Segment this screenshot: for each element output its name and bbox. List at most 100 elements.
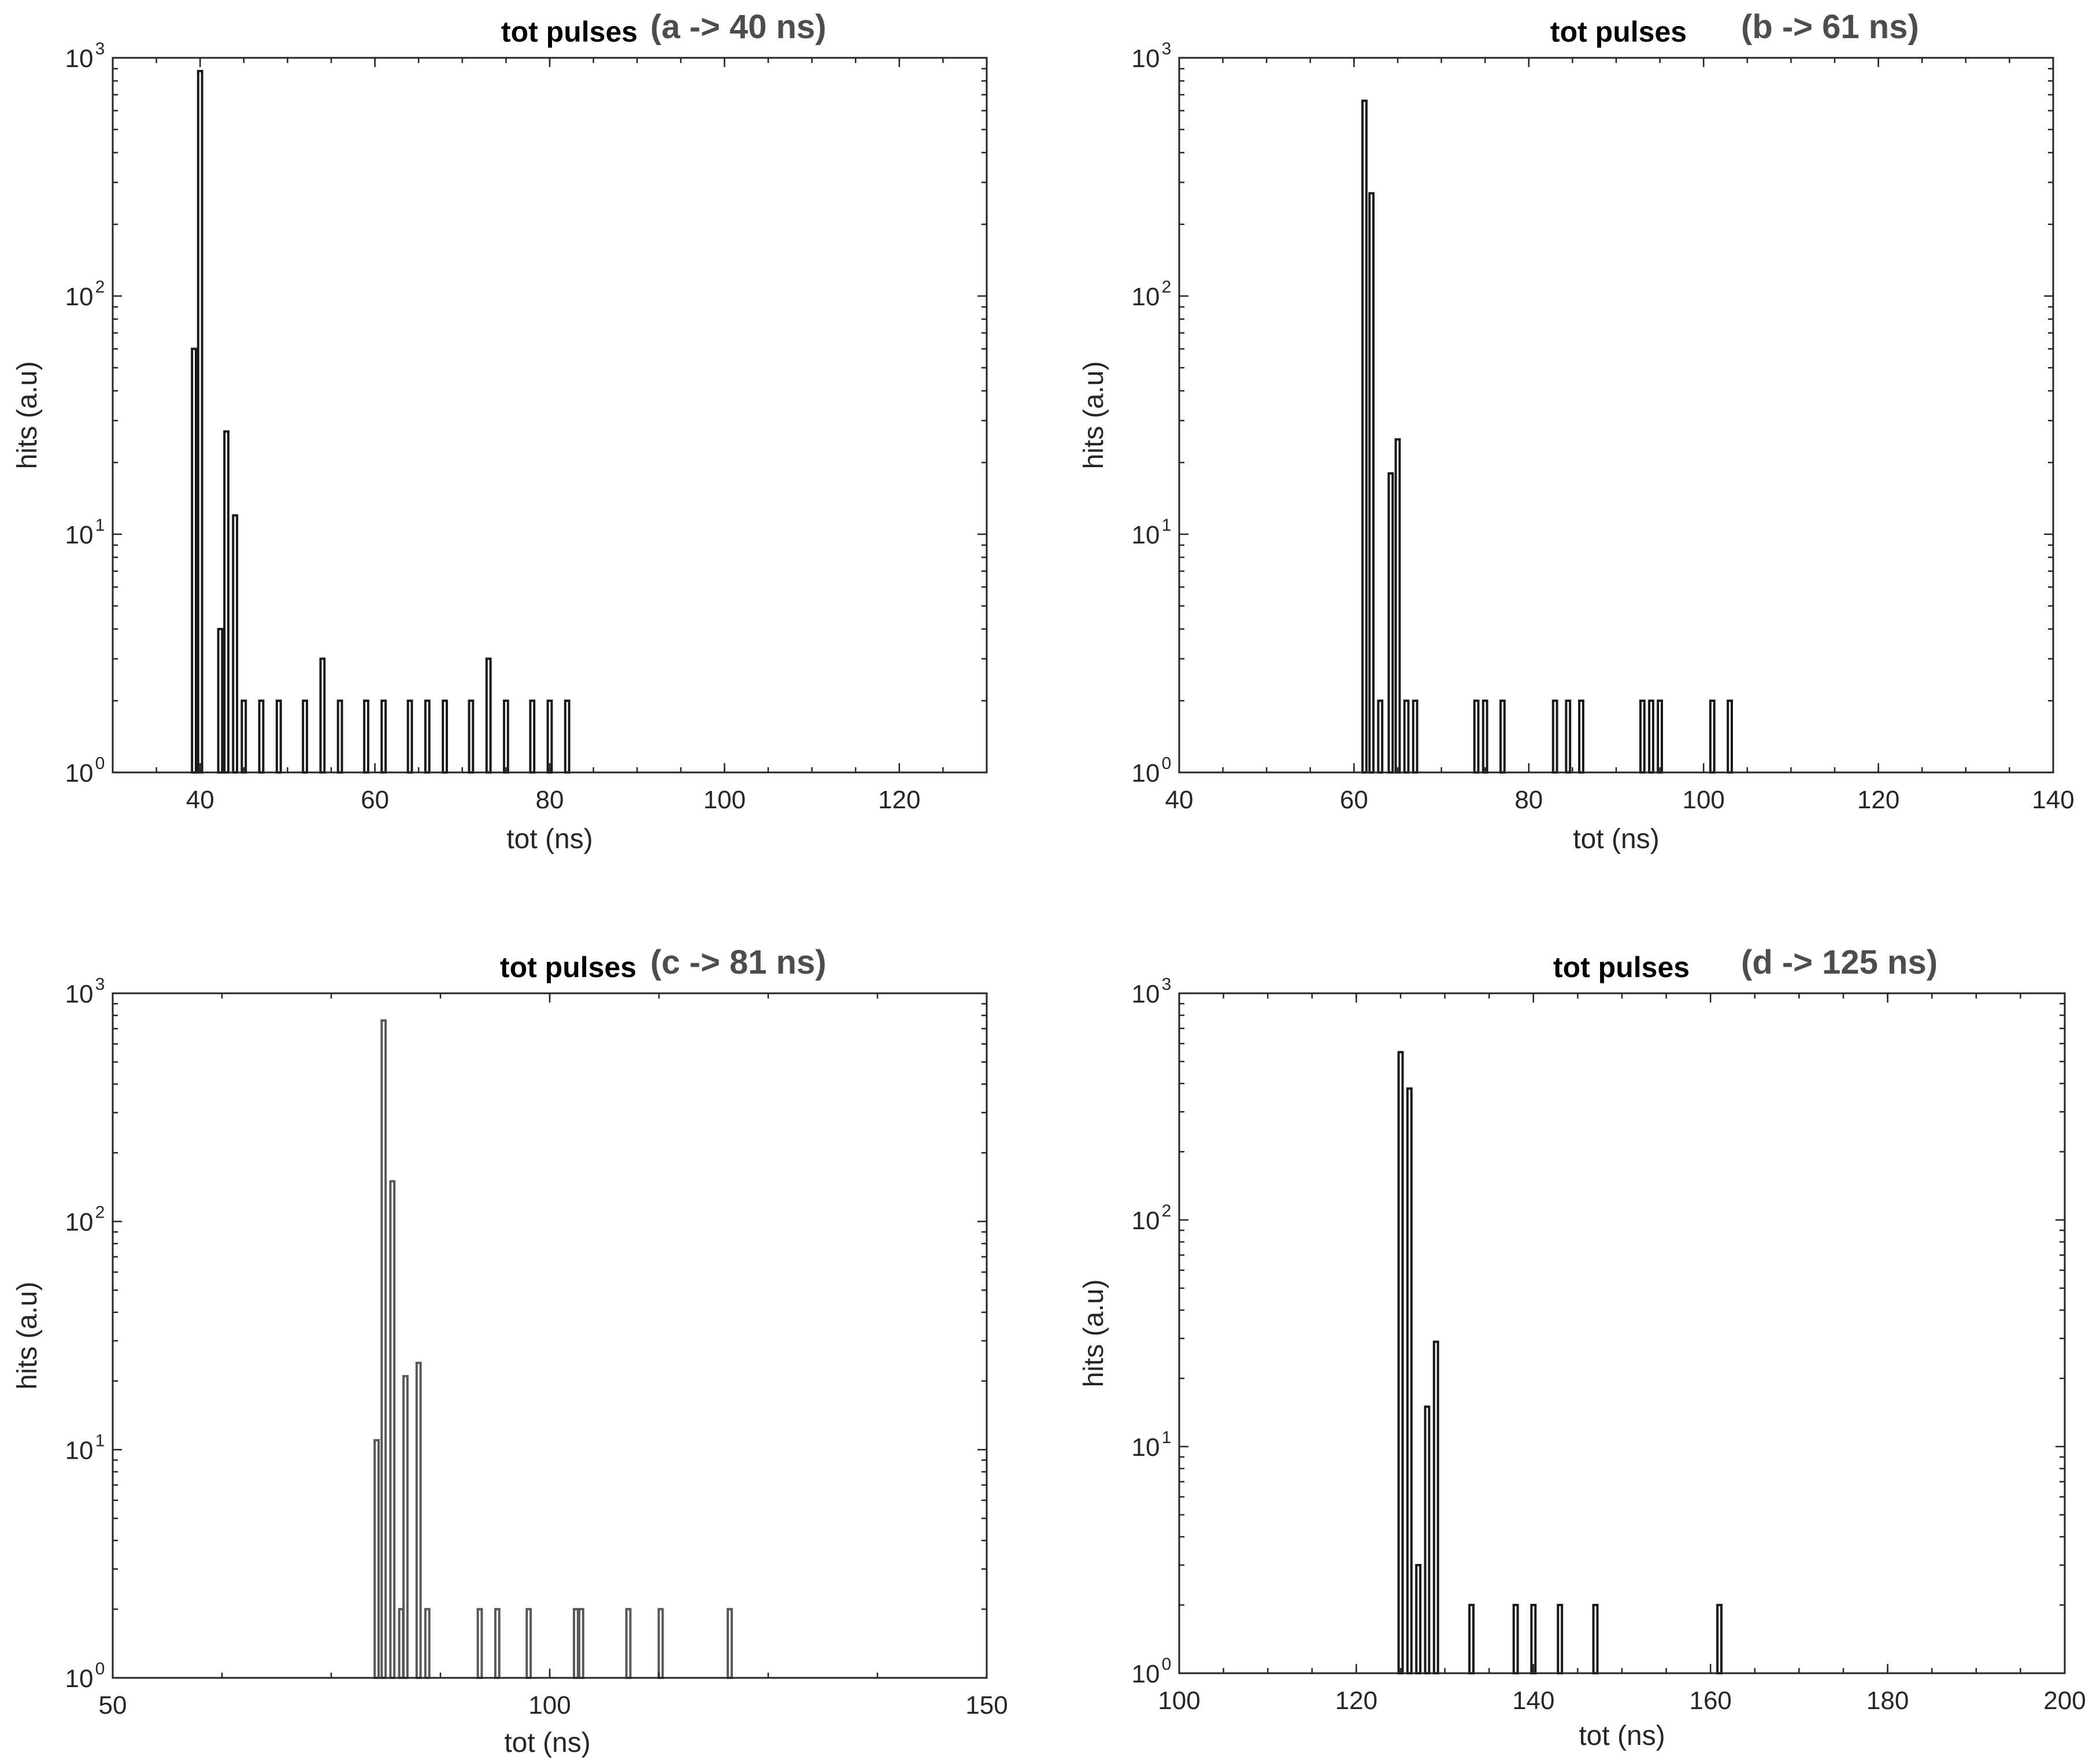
x-tick-label: 80: [1514, 786, 1543, 814]
chart-title: tot pulses: [1550, 16, 1687, 48]
x-tick-label: 150: [965, 1691, 1008, 1719]
histogram-bar: [275, 700, 282, 774]
y-axis-label: hits (a.u): [1079, 361, 1109, 469]
histogram-bar: [1415, 1564, 1422, 1674]
y-tick-label: 10: [65, 1208, 94, 1237]
histogram-bar: [625, 1608, 632, 1679]
y-tick-label-exponent: 0: [1162, 754, 1172, 773]
x-tick-label: 40: [1165, 786, 1194, 814]
histogram-bar: [578, 1608, 584, 1679]
histogram-bar: [1727, 700, 1733, 774]
histogram-bar: [503, 700, 509, 774]
x-tick-label: 100: [528, 1691, 571, 1719]
histogram-bar: [336, 700, 343, 774]
y-tick-label-exponent: 1: [95, 1431, 105, 1450]
x-tick-label: 160: [1689, 1687, 1731, 1715]
histogram-bar: [1565, 700, 1572, 774]
histogram-bar: [476, 1608, 483, 1679]
histogram-bar: [1387, 472, 1394, 774]
histogram-bar: [232, 514, 239, 774]
histogram-bar: [1530, 1604, 1537, 1674]
histogram-bar: [1403, 700, 1410, 774]
histogram-bar: [197, 69, 203, 774]
y-tick-label-exponent: 2: [1162, 1201, 1172, 1221]
histogram-bar: [240, 700, 247, 774]
x-axis-label: tot (ns): [506, 824, 592, 855]
histogram-bar: [485, 657, 492, 774]
histogram-bar: [1406, 1087, 1413, 1674]
y-tick-label: 10: [65, 759, 94, 787]
histogram-bar: [564, 700, 571, 774]
y-tick-label: 10: [65, 1665, 94, 1693]
y-tick-label-exponent: 0: [95, 754, 105, 773]
histogram-bar: [191, 347, 198, 774]
chart-subtitle: (d -> 125 ns): [1741, 944, 1938, 981]
y-tick-label: 10: [1132, 45, 1160, 73]
plot-frame: [112, 992, 988, 1679]
y-tick-label-exponent: 1: [1162, 516, 1172, 535]
histogram-bar: [1657, 700, 1663, 774]
histogram-bar: [1412, 700, 1418, 774]
histogram-bar: [424, 700, 431, 774]
histogram-bar: [1639, 700, 1646, 774]
histogram-bar: [402, 1375, 409, 1679]
histogram-bar: [1468, 1604, 1475, 1674]
histogram-bar: [373, 1439, 380, 1679]
y-tick-label: 10: [65, 1436, 94, 1465]
y-axis-label: hits (a.u): [12, 1282, 43, 1390]
histogram-bar: [424, 1608, 431, 1679]
panel-a: tot pulses (a -> 40 ns) hits (a.u) tot (…: [12, 8, 988, 855]
y-tick-label: 10: [1132, 980, 1160, 1008]
histogram-bar: [727, 1608, 733, 1679]
histogram-bar: [1473, 700, 1480, 774]
y-axis-label: hits (a.u): [12, 361, 43, 469]
chart-subtitle: (c -> 81 ns): [650, 944, 827, 981]
chart-title: tot pulses: [500, 951, 636, 983]
histogram-bar: [389, 1180, 396, 1679]
y-tick-label: 10: [1132, 1433, 1160, 1462]
histogram-bar: [1512, 1604, 1519, 1674]
histogram-bar: [573, 1608, 579, 1679]
x-tick-label: 50: [99, 1691, 127, 1719]
histogram-bar: [319, 657, 326, 774]
x-tick-label: 80: [536, 786, 564, 814]
y-tick-label-exponent: 0: [1162, 1655, 1172, 1674]
y-tick-label: 10: [1132, 521, 1160, 549]
x-tick-label: 140: [2032, 786, 2074, 814]
histogram-bar: [546, 700, 553, 774]
y-tick-label-exponent: 0: [95, 1659, 105, 1678]
x-tick-label: 60: [361, 786, 389, 814]
y-axis-label: hits (a.u): [1079, 1279, 1109, 1388]
y-tick-label: 10: [1132, 759, 1160, 787]
histogram-bar: [380, 1019, 387, 1679]
y-tick-label: 10: [1132, 283, 1160, 311]
histogram-bar: [1397, 1051, 1404, 1674]
x-axis-label: tot (ns): [1579, 1721, 1665, 1751]
histogram-bar: [1424, 1406, 1431, 1674]
x-tick-label: 120: [1335, 1687, 1377, 1715]
histogram-bar: [406, 700, 413, 774]
x-axis-label: tot (ns): [504, 1728, 590, 1758]
y-tick-label-exponent: 2: [1162, 278, 1172, 297]
x-tick-label: 200: [2043, 1687, 2086, 1715]
histogram-bar: [363, 700, 369, 774]
histogram-bar: [1551, 700, 1558, 774]
histogram-bar: [657, 1608, 664, 1679]
chart-subtitle: (b -> 61 ns): [1741, 8, 1919, 46]
histogram-bar: [302, 700, 309, 774]
histogram-bar: [223, 430, 230, 774]
histogram-bar: [1592, 1604, 1599, 1674]
panel-d: tot pulses (d -> 125 ns) hits (a.u) tot …: [1079, 944, 2086, 1751]
y-tick-label: 10: [65, 283, 94, 311]
x-tick-label: 100: [1158, 1687, 1200, 1715]
histogram-bar: [1716, 1604, 1723, 1674]
chart-title: tot pulses: [501, 16, 638, 48]
plot-frame: [1178, 57, 2054, 774]
y-tick-label-exponent: 2: [95, 278, 105, 297]
plot-frame: [1178, 992, 2066, 1674]
histogram-bar: [1557, 1604, 1564, 1674]
histogram-bar: [1394, 438, 1401, 774]
histogram-bar: [1377, 700, 1384, 774]
y-tick-label-exponent: 3: [1162, 39, 1172, 58]
histogram-bar: [1432, 1340, 1439, 1674]
